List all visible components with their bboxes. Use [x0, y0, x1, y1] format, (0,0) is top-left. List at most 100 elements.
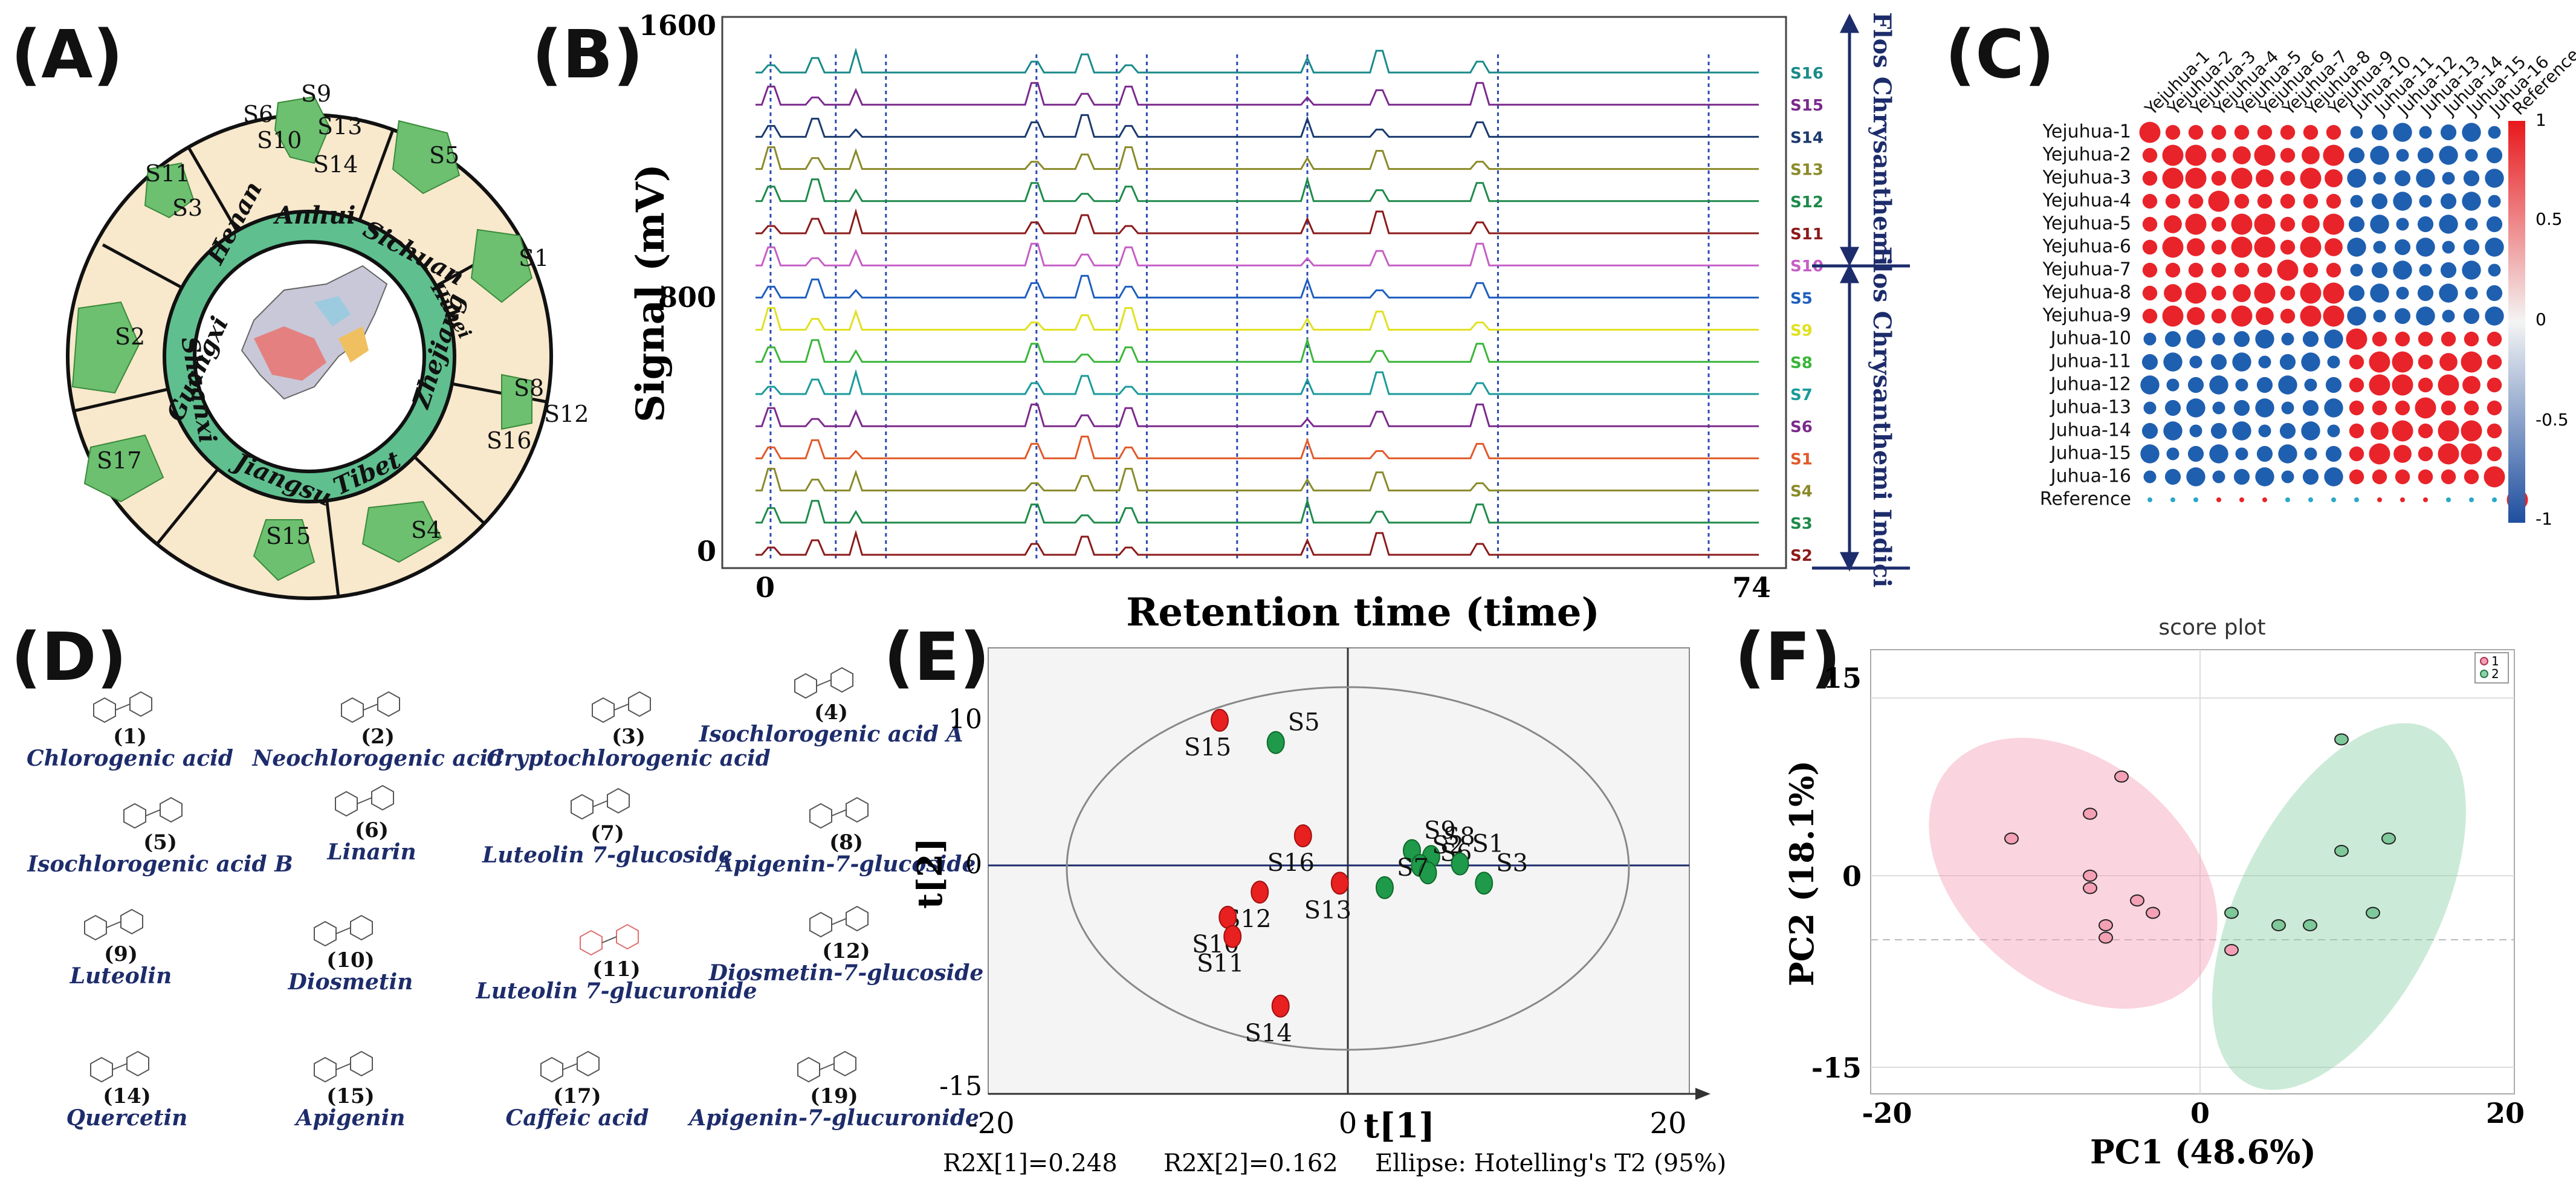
c-cell — [2142, 147, 2158, 163]
b-trace-label-s2: S2 — [1790, 547, 1813, 565]
d-structure-bond — [816, 679, 832, 687]
c-cell — [2279, 354, 2296, 370]
c-cell — [2396, 218, 2409, 231]
f-point-group-1 — [2083, 807, 2097, 820]
c-cell — [2278, 375, 2297, 395]
b-trace-s14 — [756, 114, 1759, 138]
b-trace-s8 — [756, 337, 1759, 363]
c-cell — [2485, 238, 2504, 257]
c-row-label: Yejuhua-1 — [2042, 121, 2131, 142]
f-point-group-1 — [2083, 870, 2097, 882]
c-cell — [2438, 374, 2459, 396]
d-compound-name: Luteolin — [70, 963, 172, 989]
c-cell — [2487, 400, 2502, 416]
c-cell — [2212, 332, 2225, 346]
c-cell — [2350, 126, 2363, 139]
b-ylabel: Signal (mV) — [628, 164, 673, 422]
c-cell — [2280, 193, 2296, 209]
c-cell — [2484, 466, 2505, 488]
sample-s3: S3 — [172, 195, 202, 221]
c-cell — [2256, 377, 2273, 393]
c-cell — [2325, 238, 2343, 256]
sample-s10: S10 — [257, 127, 302, 154]
sample-s2: S2 — [115, 323, 145, 350]
d-structure-ring — [616, 923, 639, 950]
f-legend — [2474, 652, 2509, 684]
f-title: score plot — [2158, 615, 2265, 640]
c-cell — [2142, 262, 2158, 278]
e-point-green — [1475, 871, 1493, 895]
c-cell — [2235, 378, 2248, 392]
c-cell — [2308, 497, 2313, 502]
c-cell — [2188, 193, 2204, 209]
c-cell — [2164, 399, 2181, 416]
d-structure-ring — [129, 691, 152, 717]
c-cell — [2262, 497, 2267, 502]
d-structure-ring — [846, 905, 869, 932]
b-trace-label-s15: S15 — [1790, 97, 1824, 115]
c-cell — [2187, 445, 2204, 462]
c-row-label: Yejuhua-2 — [2042, 144, 2131, 165]
c-cell — [2369, 443, 2390, 465]
b-ytick-1600: 1600 — [639, 9, 716, 42]
panel-label-e: (E) — [884, 618, 990, 696]
c-cell — [2393, 445, 2412, 463]
c-cell — [2324, 329, 2343, 349]
c-cell — [2193, 497, 2198, 502]
f-point-group-2 — [2334, 845, 2349, 857]
sample-s5: S5 — [429, 142, 459, 169]
c-cell — [2147, 497, 2152, 502]
c-cell — [2326, 262, 2341, 278]
c-colorbar — [2508, 121, 2525, 523]
c-cell — [2303, 262, 2319, 278]
b-trace-s7 — [756, 369, 1759, 395]
c-cell — [2326, 193, 2341, 209]
e-r2x1: R2X[1]=0.248 — [943, 1149, 1118, 1177]
f-point-group-1 — [2099, 931, 2113, 944]
sample-s11: S11 — [145, 160, 190, 187]
c-cell — [2186, 329, 2205, 349]
c-cell — [2349, 377, 2364, 393]
c-cell — [2165, 262, 2181, 278]
c-cell — [2394, 308, 2411, 325]
c-cell — [2487, 423, 2502, 439]
c-row-label: Yejuhua-4 — [2042, 190, 2131, 211]
c-cell — [2488, 263, 2501, 277]
c-cell — [2301, 421, 2320, 441]
c-cell — [2439, 283, 2458, 303]
panel-label-a: (A) — [11, 16, 123, 93]
c-cell — [2255, 329, 2274, 349]
d-structure-bond — [363, 703, 378, 711]
b-trace-label-s3: S3 — [1790, 515, 1813, 533]
d-compound-number: (1) — [113, 725, 147, 749]
c-cell — [2143, 332, 2157, 346]
f-point-group-2 — [2303, 919, 2317, 931]
c-cell — [2349, 469, 2364, 485]
b-group-flos-chrysanthemi: Flos Chrysanthemi — [1868, 12, 1896, 266]
c-cells — [2139, 121, 2528, 511]
c-cell — [2234, 193, 2250, 209]
c-cell — [2258, 355, 2271, 369]
e-point-label: S16 — [1267, 849, 1315, 877]
f-ytick-0: 0 — [1842, 860, 1862, 893]
d-structure-ring — [794, 673, 817, 699]
c-cell — [2162, 167, 2184, 189]
d-structure-bond — [145, 809, 161, 816]
f-point-group-1 — [2224, 944, 2239, 956]
d-structure-ring — [797, 1056, 820, 1083]
c-cell — [2373, 241, 2386, 254]
panel-b-chromatogram: 1600 800 0 0 74 Signal (mV) Retention ti… — [628, 9, 1910, 635]
c-cell — [2232, 421, 2251, 441]
c-cell — [2349, 423, 2364, 439]
c-cell — [2370, 283, 2389, 303]
c-cell — [2439, 353, 2458, 371]
panel-label-b: (B) — [532, 16, 643, 93]
d-structure-bond — [592, 800, 608, 807]
sample-s14: S14 — [313, 151, 358, 178]
d-structure-ring — [540, 1056, 563, 1083]
c-cell — [2488, 126, 2501, 139]
c-cell — [2278, 444, 2297, 464]
d-structure-ring — [123, 803, 146, 829]
c-cell — [2354, 497, 2359, 502]
